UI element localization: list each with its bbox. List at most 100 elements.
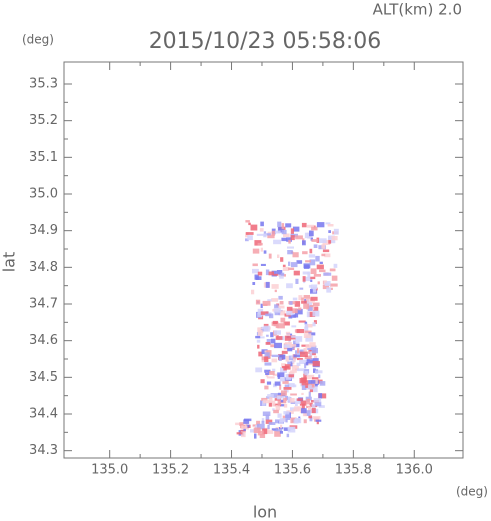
echo-cell	[263, 399, 270, 404]
echo-cell	[301, 344, 310, 347]
echo-cell	[294, 308, 303, 315]
echo-cell	[309, 342, 316, 347]
echo-cell	[263, 323, 269, 327]
echo-cell	[288, 239, 291, 244]
echo-cell	[315, 370, 323, 374]
echo-cell	[319, 269, 326, 273]
echo-cell	[278, 420, 284, 424]
echo-cell	[331, 275, 338, 281]
echo-cell	[281, 390, 287, 396]
echo-cell	[324, 253, 331, 258]
echo-cell	[262, 300, 271, 306]
echo-cell	[288, 339, 291, 343]
echo-cell	[330, 283, 338, 287]
echo-cell	[275, 405, 281, 411]
echo-cell	[271, 230, 276, 236]
echo-cell	[285, 414, 291, 420]
y-tick-label: 34.7	[29, 297, 58, 312]
echo-cell	[303, 419, 307, 424]
echo-cell	[277, 221, 282, 228]
echo-cell	[297, 368, 305, 372]
x-axis-label: lon	[253, 503, 277, 521]
echo-cell	[279, 418, 287, 423]
echo-cell	[304, 355, 312, 360]
echo-cell	[311, 382, 315, 388]
echo-cell	[236, 432, 243, 435]
echo-cell	[257, 430, 264, 436]
chart-title: 2015/10/23 05:58:06	[149, 29, 382, 54]
echo-cell	[267, 424, 270, 429]
echo-cell	[274, 289, 277, 293]
echo-cell	[265, 419, 273, 424]
echo-cell	[306, 311, 310, 318]
echo-cell	[248, 222, 251, 226]
echo-cell	[295, 402, 298, 407]
x-tick-label: 136.0	[396, 463, 433, 478]
echo-cell	[306, 358, 313, 361]
echo-cell	[305, 260, 311, 263]
echo-cell	[326, 287, 332, 293]
echo-cell	[271, 284, 279, 289]
echo-cell	[322, 284, 330, 290]
echo-cell	[307, 305, 313, 311]
echo-cell	[286, 283, 293, 289]
y-tick-label: 34.5	[29, 370, 58, 385]
y-tick-label: 34.8	[29, 260, 58, 275]
echo-cell	[258, 351, 263, 357]
echo-cell	[267, 299, 272, 302]
echo-cell	[311, 226, 318, 231]
echo-cell	[310, 279, 313, 282]
echo-cell	[280, 399, 284, 403]
echo-cell	[263, 250, 267, 254]
echo-cell	[304, 330, 312, 334]
echo-cell	[305, 324, 313, 328]
echo-cell	[270, 338, 276, 344]
echo-cell	[264, 385, 269, 390]
echo-cell	[295, 336, 303, 342]
echo-cell	[278, 295, 283, 300]
echo-cell	[313, 274, 321, 277]
echo-cell	[283, 411, 290, 415]
echo-cell	[282, 366, 289, 369]
echo-cell	[264, 356, 269, 362]
echo-cell	[312, 386, 318, 393]
echo-cell	[282, 264, 286, 267]
echo-cell	[313, 398, 322, 403]
echo-cell	[288, 371, 295, 376]
echo-cell	[290, 235, 295, 241]
echo-cell	[252, 263, 258, 267]
echo-cell	[277, 305, 285, 309]
echo-cell	[278, 310, 286, 316]
echo-cell	[283, 404, 288, 408]
echo-cell	[301, 297, 304, 301]
echo-cell	[311, 404, 316, 408]
echo-cell	[308, 254, 316, 258]
echo-cell	[277, 226, 284, 233]
echo-cell	[314, 417, 319, 422]
echo-cell	[245, 232, 254, 235]
echo-cell	[321, 244, 326, 249]
echo-cell	[288, 261, 291, 266]
echo-cell	[273, 403, 281, 407]
echo-cell	[287, 396, 291, 402]
echo-cell	[267, 430, 274, 434]
echo-cell	[293, 341, 300, 345]
echo-cell	[265, 269, 270, 276]
echo-cell	[291, 360, 295, 363]
echo-cell	[254, 433, 257, 439]
echo-cell	[308, 284, 312, 288]
plot-frame	[63, 61, 464, 459]
echo-cell	[304, 371, 309, 376]
echo-cell	[312, 286, 317, 293]
echo-cell	[271, 358, 278, 363]
echo-cell	[294, 406, 300, 412]
echo-cell	[290, 361, 293, 367]
echo-cell	[280, 317, 286, 323]
echo-cell	[305, 385, 308, 388]
radar-field	[235, 220, 339, 439]
echo-cell	[269, 397, 273, 403]
echo-cell	[302, 271, 310, 275]
echo-cell	[269, 371, 275, 375]
echo-cell	[256, 339, 261, 343]
altitude-label: ALT(km) 2.0	[373, 1, 462, 19]
